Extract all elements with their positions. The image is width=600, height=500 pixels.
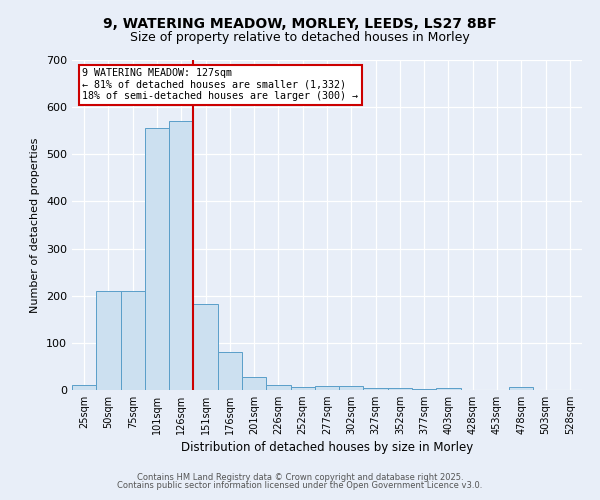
Bar xyxy=(290,387,315,390)
Bar xyxy=(412,388,436,390)
Bar xyxy=(242,378,266,390)
Bar xyxy=(315,386,339,390)
X-axis label: Distribution of detached houses by size in Morley: Distribution of detached houses by size … xyxy=(181,442,473,454)
Bar xyxy=(169,122,193,390)
Text: 9, WATERING MEADOW, MORLEY, LEEDS, LS27 8BF: 9, WATERING MEADOW, MORLEY, LEEDS, LS27 … xyxy=(103,18,497,32)
Bar xyxy=(266,386,290,390)
Bar xyxy=(509,387,533,390)
Bar xyxy=(72,386,96,390)
Bar xyxy=(388,388,412,390)
Text: Size of property relative to detached houses in Morley: Size of property relative to detached ho… xyxy=(130,31,470,44)
Text: Contains HM Land Registry data © Crown copyright and database right 2025.: Contains HM Land Registry data © Crown c… xyxy=(137,472,463,482)
Text: 9 WATERING MEADOW: 127sqm
← 81% of detached houses are smaller (1,332)
18% of se: 9 WATERING MEADOW: 127sqm ← 81% of detac… xyxy=(82,68,358,102)
Bar xyxy=(121,291,145,390)
Bar xyxy=(339,386,364,390)
Bar xyxy=(218,352,242,390)
Bar xyxy=(436,388,461,390)
Bar xyxy=(364,388,388,390)
Text: Contains public sector information licensed under the Open Government Licence v3: Contains public sector information licen… xyxy=(118,481,482,490)
Bar xyxy=(193,304,218,390)
Bar xyxy=(96,291,121,390)
Bar xyxy=(145,128,169,390)
Y-axis label: Number of detached properties: Number of detached properties xyxy=(31,138,40,312)
